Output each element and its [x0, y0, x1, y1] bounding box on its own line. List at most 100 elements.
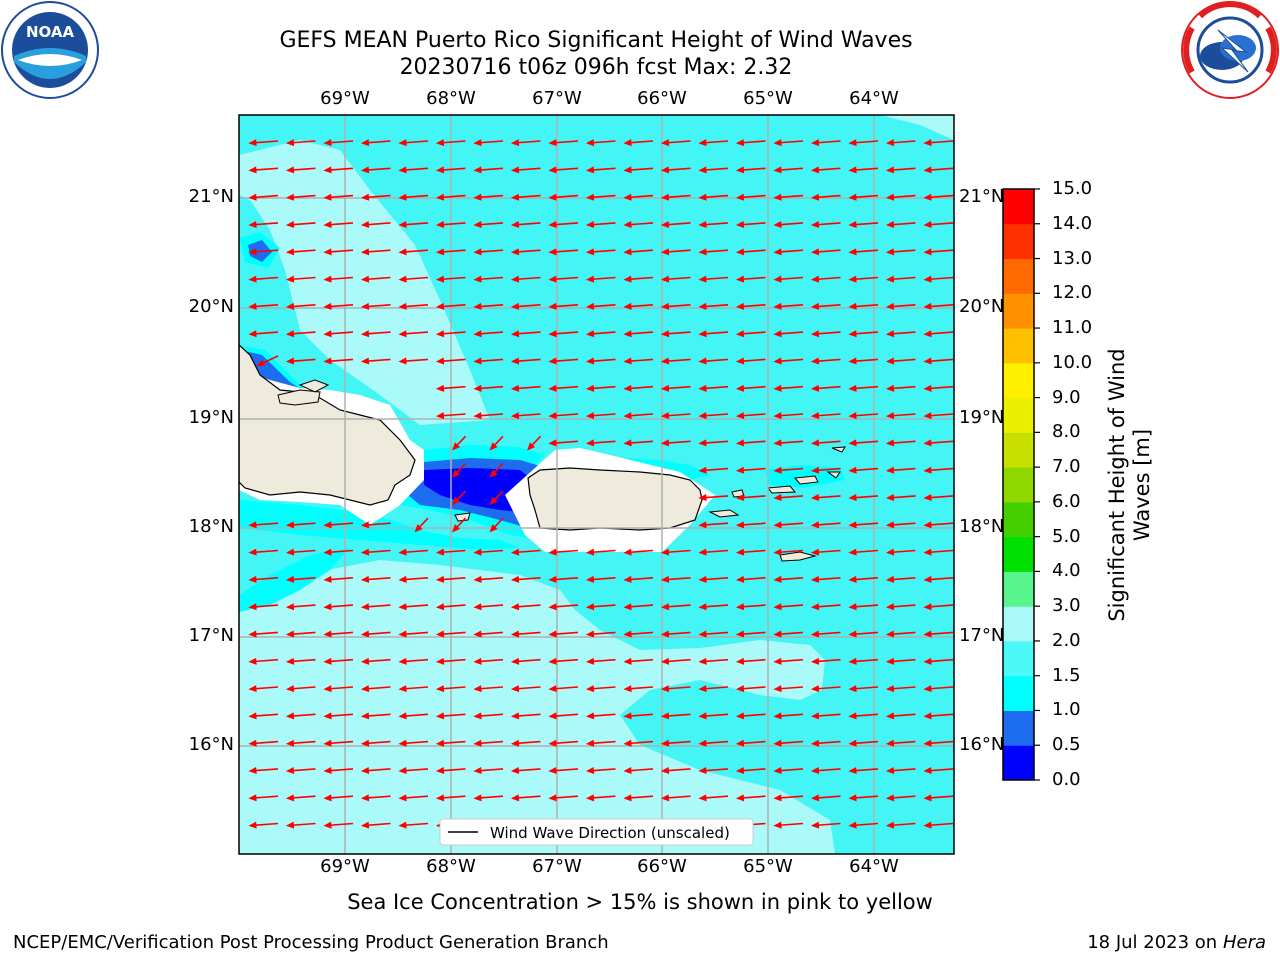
wave-direction-arrow — [623, 248, 654, 256]
wave-direction-arrow — [923, 139, 954, 147]
wave-direction-arrow — [773, 275, 804, 283]
wave-direction-arrow — [256, 355, 279, 367]
wave-direction-arrow — [773, 821, 804, 829]
wave-direction-arrow — [398, 630, 429, 638]
legend-label: Wind Wave Direction (unscaled) — [490, 824, 730, 842]
wave-direction-arrow — [885, 412, 916, 420]
wave-direction-arrow — [660, 193, 691, 201]
wave-direction-arrow — [548, 439, 579, 447]
colorbar-tick-label: 14.0 — [1052, 212, 1093, 234]
wave-direction-arrow — [885, 575, 916, 583]
wave-direction-arrow — [885, 466, 916, 474]
wave-direction-arrow — [623, 603, 654, 611]
map-area — [239, 115, 954, 854]
wave-direction-arrow — [510, 193, 541, 201]
wave-direction-arrow — [360, 630, 391, 638]
wave-direction-arrow — [585, 685, 616, 693]
wave-direction-arrow — [473, 603, 504, 611]
map-subtitle: 20230716 t06z 096h fcst Max: 2.32 — [399, 55, 793, 80]
wave-direction-arrow — [885, 494, 916, 502]
wave-direction-arrow — [698, 657, 729, 665]
wave-direction-arrow — [285, 193, 316, 201]
wave-direction-arrow — [923, 357, 954, 365]
wave-direction-arrow — [660, 248, 691, 256]
land-puerto-rico — [527, 467, 703, 531]
wave-direction-arrow — [923, 193, 954, 201]
wave-direction-arrow — [623, 412, 654, 420]
wave-direction-arrow — [848, 712, 879, 720]
wave-direction-arrow — [923, 603, 954, 611]
colorbar-segment — [1003, 710, 1034, 746]
wave-direction-arrow — [698, 575, 729, 583]
wave-direction-arrow — [473, 302, 504, 310]
wave-direction-arrow — [810, 357, 841, 365]
wave-direction-arrow — [848, 330, 879, 338]
wave-direction-arrow — [848, 439, 879, 447]
map-frame — [238, 114, 955, 855]
wave-direction-arrow — [885, 712, 916, 720]
wave-direction-arrow — [323, 657, 354, 665]
wave-direction-arrow — [810, 466, 841, 474]
wave-direction-arrow — [735, 712, 766, 720]
wave-direction-arrow — [885, 139, 916, 147]
wave-direction-arrow — [848, 384, 879, 392]
wave-direction-arrow — [452, 490, 467, 506]
colorbar-tick-label: 3.0 — [1052, 595, 1081, 617]
colorbar-tick-label: 0.0 — [1052, 769, 1081, 790]
footer-date: 18 Jul 2023 on Hera — [1087, 932, 1266, 953]
wave-direction-arrow — [848, 275, 879, 283]
wave-direction-arrow — [735, 466, 766, 474]
wave-direction-arrow — [323, 521, 354, 529]
wave-direction-arrow — [435, 221, 466, 229]
wave-direction-arrow — [510, 767, 541, 775]
wave-direction-arrow — [923, 275, 954, 283]
wave-direction-arrow — [698, 466, 729, 474]
wave-direction-arrow — [660, 630, 691, 638]
wave-direction-arrow — [398, 166, 429, 174]
wave-direction-arrow — [285, 821, 316, 829]
colorbar-tick-label: 7.0 — [1052, 456, 1081, 478]
wave-direction-arrow — [585, 712, 616, 720]
wave-direction-arrow — [360, 139, 391, 147]
wave-direction-arrow — [510, 548, 541, 556]
wave-direction-arrow — [810, 439, 841, 447]
wave-direction-arrow — [885, 357, 916, 365]
wave-direction-arrow — [473, 139, 504, 147]
wave-direction-arrow — [623, 166, 654, 174]
wave-direction-arrow — [398, 739, 429, 747]
wave-direction-arrow — [923, 439, 954, 447]
wave-direction-arrow — [623, 575, 654, 583]
wave-direction-arrow — [773, 794, 804, 802]
lon-label-top: 66°W — [637, 88, 687, 109]
wave-direction-arrow — [285, 575, 316, 583]
wave-direction-arrow — [285, 685, 316, 693]
wave-direction-arrow — [848, 603, 879, 611]
wave-direction-arrow — [923, 466, 954, 474]
wave-direction-arrow — [435, 193, 466, 201]
wave-direction-arrow — [435, 548, 466, 556]
wave-direction-arrow — [360, 548, 391, 556]
wave-direction-arrow — [248, 603, 279, 611]
wave-direction-arrow — [548, 357, 579, 365]
wave-direction-arrow — [473, 412, 504, 420]
wave-direction-arrow — [360, 521, 391, 529]
wave-direction-arrow — [585, 193, 616, 201]
wave-direction-arrow — [398, 657, 429, 665]
wave-direction-arrow — [248, 521, 279, 529]
wave-direction-arrow — [323, 794, 354, 802]
wave-direction-arrow — [435, 794, 466, 802]
wave-direction-arrow — [398, 821, 429, 829]
wave-direction-arrow — [810, 330, 841, 338]
wave-direction-arrow — [623, 739, 654, 747]
colorbar-tick-label: 1.5 — [1052, 664, 1081, 686]
wave-direction-arrow — [510, 221, 541, 229]
wave-direction-arrow — [735, 275, 766, 283]
wave-direction-arrow — [885, 193, 916, 201]
wave-direction-arrow — [848, 657, 879, 665]
wave-direction-arrow — [698, 603, 729, 611]
wave-direction-arrow — [489, 435, 504, 451]
wave-direction-arrow — [360, 821, 391, 829]
wave-direction-arrow — [360, 603, 391, 611]
lat-label-left: 19°N — [188, 407, 234, 428]
wave-direction-arrow — [435, 166, 466, 174]
